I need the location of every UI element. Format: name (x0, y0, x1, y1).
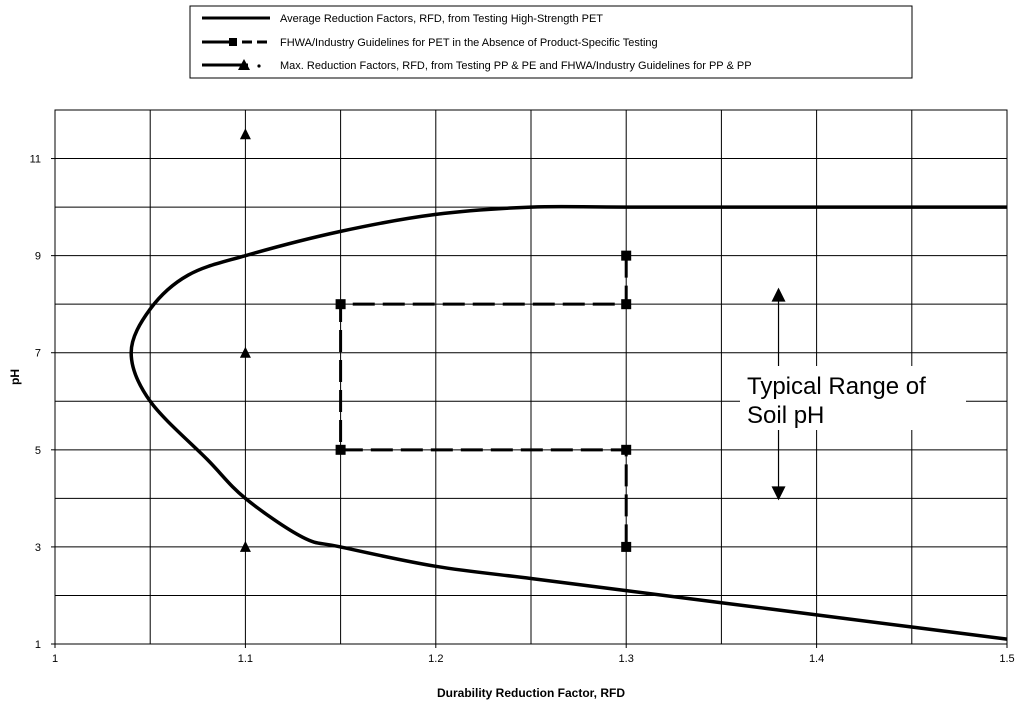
series-point-square (621, 541, 632, 552)
x-tick-label: 1 (52, 653, 58, 665)
y-tick-label: 1 (35, 639, 41, 651)
legend-entry-3: Max. Reduction Factors, RFD, from Testin… (202, 59, 752, 72)
series-point-square (621, 250, 632, 261)
y-tick-label: 7 (35, 348, 41, 360)
x-tick-label: 1.4 (809, 653, 824, 665)
series-line-fhwa-pet (339, 255, 628, 547)
y-tick-label: 5 (35, 445, 41, 457)
series-point-triangle (239, 540, 251, 552)
y-tick-label: 11 (30, 154, 41, 166)
annotation-text-line: Typical Range of (747, 373, 926, 400)
y-tick-label: 9 (35, 251, 41, 263)
legend-square-marker (229, 38, 237, 46)
legend-box (189, 5, 913, 79)
annotation-arrowhead-down (771, 486, 786, 501)
series-point-triangle (239, 128, 251, 140)
legend-entry-2: FHWA/Industry Guidelines for PET in the … (202, 37, 658, 49)
annotation-arrowhead-up (771, 287, 786, 302)
legend-label-3: Max. Reduction Factors, RFD, from Testin… (280, 60, 752, 72)
legend-entry-1: Average Reduction Factors, RFD, from Tes… (202, 13, 603, 25)
y-tick-label: 3 (35, 542, 41, 554)
series-layer (129, 128, 1008, 641)
series-line-pet-average (129, 204, 1008, 641)
series-point-square (621, 299, 632, 310)
series-point-square (621, 444, 632, 455)
series-point-square (335, 444, 346, 455)
x-tick-label: 1.2 (428, 653, 443, 665)
x-tick-label: 1.1 (238, 653, 253, 665)
x-tick-label: 1.3 (619, 653, 634, 665)
legend-triangle-marker (238, 59, 250, 70)
annotation-text-background (740, 366, 966, 430)
annotation-text-line: Soil pH (747, 402, 824, 429)
legend-dot-marker (257, 64, 261, 68)
y-axis-title: pH (8, 369, 22, 385)
legend-label-1: Average Reduction Factors, RFD, from Tes… (280, 13, 603, 25)
tick-labels: 1 1.1 1.2 1.3 1.4 1.5 1 3 5 7 9 11 (30, 154, 1015, 665)
series-point-triangle (239, 346, 251, 358)
series-point-square (335, 299, 346, 310)
x-tick-label: 1.5 (999, 653, 1014, 665)
legend-label-2: FHWA/Industry Guidelines for PET in the … (280, 37, 658, 49)
x-axis-title: Durability Reduction Factor, RFD (437, 686, 625, 700)
